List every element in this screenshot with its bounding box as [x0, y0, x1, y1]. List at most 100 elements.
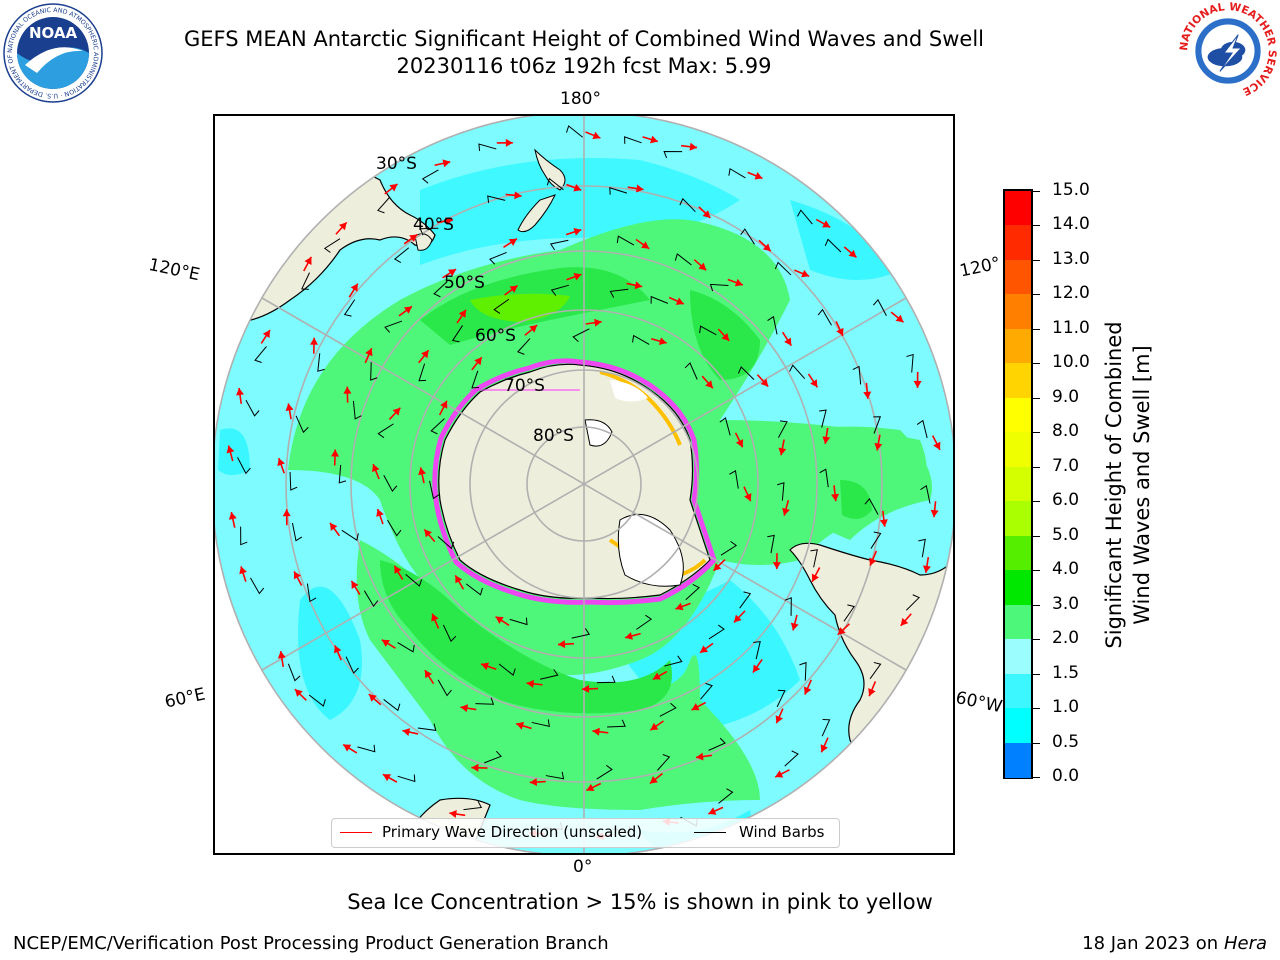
wave-direction-arrow: [582, 684, 599, 693]
wind-barb: [774, 261, 792, 276]
wind-barb: [531, 719, 550, 727]
wind-barb: [493, 298, 510, 314]
wind-barb: [870, 531, 882, 549]
wave-direction-arrow: [668, 296, 685, 305]
wave-direction-arrow: [496, 138, 513, 147]
wave-direction-arrow: [565, 228, 582, 236]
wind-barb: [636, 614, 653, 630]
wind-barb: [451, 325, 463, 343]
wind-barb: [338, 464, 347, 484]
colorbar-tick: [1033, 294, 1040, 296]
wind-barb: [624, 136, 642, 144]
wind-barb: [545, 771, 565, 780]
wind-barb: [384, 320, 403, 333]
wave-direction-arrow: [811, 567, 821, 583]
wave-direction-arrow: [708, 806, 724, 815]
wind-barb: [720, 540, 738, 556]
colorbar-tick-label: 13.0: [1052, 248, 1090, 269]
colorbar-tick: [1033, 328, 1040, 330]
wave-direction-arrow: [226, 445, 235, 462]
wave-direction-arrow: [585, 318, 602, 327]
wave-direction-arrow: [503, 238, 518, 249]
wind-barb: [817, 308, 832, 326]
wind-barb: [429, 480, 440, 500]
wave-direction-arrow: [890, 311, 904, 323]
wave-direction-arrow: [372, 463, 380, 480]
wave-direction-arrow: [368, 693, 382, 706]
wind-barb: [571, 628, 591, 639]
wave-direction-arrow: [402, 728, 419, 736]
wind-barb: [916, 419, 928, 439]
colorbar-segment: [1005, 191, 1031, 227]
wind-barb: [659, 702, 677, 717]
wind-barb: [308, 694, 326, 707]
wind-barb: [430, 418, 445, 435]
wind-barb: [905, 594, 920, 611]
wind-barb: [363, 590, 379, 608]
wave-direction-arrow: [592, 727, 609, 736]
wind-barb: [799, 661, 807, 681]
colorbar-segment: [1005, 501, 1031, 537]
wave-direction-arrow: [624, 632, 641, 640]
wave-direction-arrow: [803, 679, 812, 695]
wind-barb: [419, 227, 439, 236]
wind-barb: [729, 470, 739, 489]
wave-direction-arrow: [293, 570, 303, 586]
wave-direction-arrow: [424, 669, 435, 685]
wave-direction-arrow: [699, 642, 714, 654]
colorbar-tick-label: 14.0: [1052, 214, 1090, 235]
wave-direction-arrow: [442, 268, 457, 279]
colorbar-title: Significant Height of Combined Wind Wave…: [1102, 321, 1154, 649]
wave-direction-arrow: [815, 218, 831, 229]
lat-label-50s: 50°S: [444, 273, 485, 293]
wave-direction-arrow: [675, 602, 691, 611]
chart-title: GEFS MEAN Antarctic Significant Height o…: [183, 27, 985, 51]
wave-direction-arrow: [460, 704, 477, 713]
wind-barb: [684, 362, 698, 380]
wind-barb: [679, 197, 696, 213]
wave-direction-arrow: [382, 773, 398, 783]
wave-direction-arrow: [822, 427, 831, 444]
wind-barb: [819, 409, 827, 428]
wind-barb: [550, 284, 570, 296]
wind-barb: [906, 353, 914, 373]
wave-direction-arrow: [837, 623, 850, 636]
colorbar-tick: [1033, 191, 1040, 192]
wind-barb: [437, 536, 455, 550]
wind-barb: [664, 655, 683, 667]
wind-barb: [471, 370, 480, 389]
wave-direction-arrow: [418, 467, 427, 484]
wind-barb: [596, 675, 616, 684]
wind-barb: [377, 196, 391, 214]
wave-direction-arrow: [717, 328, 730, 342]
wind-barb: [708, 624, 725, 640]
wind-barb: [343, 299, 356, 317]
wind-barb: [737, 366, 755, 380]
wind-barb: [873, 416, 882, 434]
wind-barb: [767, 534, 775, 554]
credit-date-text: 18 Jan 2023 on: [1082, 933, 1224, 954]
wind-barb: [546, 177, 564, 191]
wind-barb: [920, 485, 931, 504]
wave-direction-arrow: [734, 432, 744, 448]
wave-direction-arrow: [260, 329, 271, 344]
colorbar-segment: [1005, 604, 1031, 640]
wind-barb: [341, 529, 359, 542]
wind-barb: [345, 656, 359, 674]
colorbar-segment: [1005, 570, 1031, 606]
colorbar-segment: [1005, 673, 1031, 709]
wind-barb: [709, 283, 729, 292]
wind-barb: [387, 519, 402, 537]
wind-barb: [465, 583, 483, 596]
wave-direction-arrow: [384, 183, 398, 195]
wind-barb: [393, 247, 410, 263]
wind-barb: [777, 420, 788, 438]
colorbar-segment: [1005, 742, 1031, 778]
colorbar-segment: [1005, 294, 1031, 330]
wave-direction-arrow: [495, 615, 510, 627]
wind-barb: [509, 617, 528, 626]
wave-direction-arrow: [454, 574, 465, 590]
wind-barb: [740, 228, 755, 245]
wind-barb: [699, 325, 717, 336]
colorbar-tick: [1033, 777, 1040, 778]
